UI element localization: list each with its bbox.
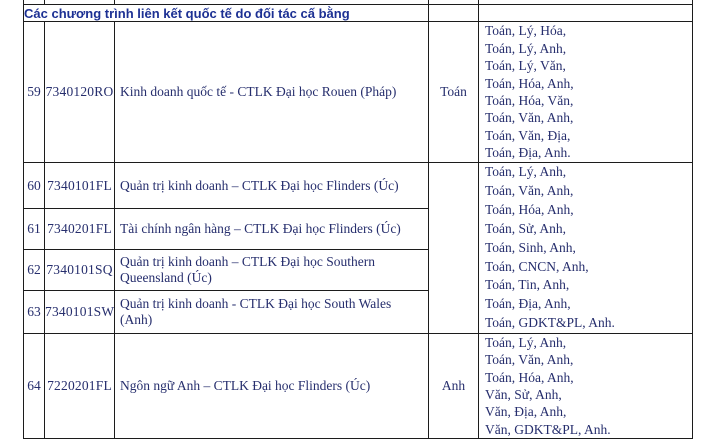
combination-line: Toán, Văn, Địa, xyxy=(485,127,571,143)
program-code-cell: 7340101SQ xyxy=(44,248,115,291)
combination-line: Văn, Địa, Anh, xyxy=(485,404,567,420)
combination-line: Toán, Hóa, Anh, xyxy=(485,75,574,91)
combination-line: Toán, GDKT&PL, Anh. xyxy=(485,315,615,331)
combination-line: Toán, Hóa, Anh, xyxy=(485,369,574,385)
combination-line: Toán, Lý, Anh, xyxy=(485,164,567,179)
program-code-cell: 7340101FL xyxy=(44,161,115,210)
row-number-cell: 63 xyxy=(23,289,45,335)
subject-combinations-cell: Toán, Lý, Anh, Toán, Văn, Anh, Toán, Hóa… xyxy=(478,161,693,335)
row-number-cell: 61 xyxy=(23,208,45,250)
section-header-row: Các chương trình liên kết quốc tế do đối… xyxy=(23,4,693,22)
empty-header-cell xyxy=(428,4,479,22)
combination-line: Toán, Văn, Anh, xyxy=(485,352,574,368)
combination-line: Toán, Tin, Anh, xyxy=(485,277,570,293)
section-title: Các chương trình liên kết quốc tế do đối… xyxy=(23,4,429,22)
table-row: 62 7340101SQ Quản trị kinh doanh – CTLK … xyxy=(23,248,693,291)
combination-line: Toán, Lý, Hóa, xyxy=(485,23,567,39)
row-number-cell: 62 xyxy=(23,248,45,291)
program-name-cell: Quản trị kinh doanh – CTLK Đại học Flind… xyxy=(114,161,429,210)
program-code-cell: 7220201FL xyxy=(44,333,115,439)
row-number-cell: 60 xyxy=(23,161,45,210)
table-row: 61 7340201FL Tài chính ngân hàng – CTLK … xyxy=(23,208,693,250)
program-name-cell: Kinh doanh quốc tế - CTLK Đại học Rouen … xyxy=(114,21,429,163)
subject-combinations-cell: Toán, Lý, Anh, Toán, Văn, Anh, Toán, Hóa… xyxy=(478,333,693,439)
combination-line: Toán, Hóa, Văn, xyxy=(485,93,574,108)
combination-line: Toán, Địa, Anh. xyxy=(485,145,571,161)
combination-line: Toán, Địa, Anh, xyxy=(485,296,571,312)
combination-line: Toán, Lý, Anh, xyxy=(485,335,567,351)
program-code-cell: 7340120RO xyxy=(44,21,115,163)
combination-line: Toán, Lý, Văn, xyxy=(485,58,566,74)
program-code-cell: 7340201FL xyxy=(44,208,115,250)
row-number-cell: 64 xyxy=(23,333,45,439)
main-subject-cell xyxy=(428,161,479,335)
combination-line: Toán, Văn, Anh, xyxy=(485,182,574,198)
admission-programs-table: Các chương trình liên kết quốc tế do đối… xyxy=(23,0,693,439)
row-number-cell: 59 xyxy=(23,21,45,163)
combination-line: Toán, Sử, Anh, xyxy=(485,220,566,236)
main-subject-cell: Anh xyxy=(428,333,479,439)
table-row: 63 7340101SW Quản trị kinh doanh - CTLK … xyxy=(23,289,693,335)
combination-line: Toán, Lý, Anh, xyxy=(485,40,567,56)
program-name-cell: Ngôn ngữ Anh – CTLK Đại học Flinders (Úc… xyxy=(114,333,429,439)
combination-line: Toán, CNCN, Anh, xyxy=(485,258,589,274)
main-subject-cell: Toán xyxy=(428,21,479,163)
combination-line: Toán, Văn, Anh, xyxy=(485,110,574,126)
program-code-cell: 7340101SW xyxy=(44,289,115,335)
combination-line: Văn, Sử, Anh, xyxy=(485,387,562,403)
table-row: 64 7220201FL Ngôn ngữ Anh – CTLK Đại học… xyxy=(23,333,693,439)
table-row: 59 7340120RO Kinh doanh quốc tế - CTLK Đ… xyxy=(23,21,693,163)
program-name-cell: Quản trị kinh doanh - CTLK Đại học South… xyxy=(114,289,429,335)
combination-line: Toán, Sinh, Anh, xyxy=(485,239,576,255)
program-name-cell: Tài chính ngân hàng – CTLK Đại học Flind… xyxy=(114,208,429,250)
combination-line: Văn, GDKT&PL, Anh. xyxy=(485,421,611,437)
table-row: 60 7340101FL Quản trị kinh doanh – CTLK … xyxy=(23,161,693,335)
empty-header-cell xyxy=(478,4,693,22)
subject-combinations-cell: Toán, Lý, Hóa, Toán, Lý, Anh, Toán, Lý, … xyxy=(478,21,693,163)
combination-line: Toán, Hóa, Anh, xyxy=(485,201,574,217)
program-name-cell: Quản trị kinh doanh – CTLK Đại học South… xyxy=(114,248,429,291)
